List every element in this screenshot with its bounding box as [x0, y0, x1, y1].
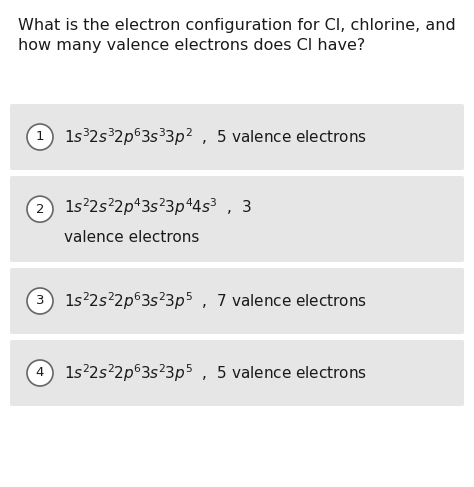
- FancyBboxPatch shape: [10, 340, 464, 406]
- Circle shape: [27, 288, 53, 314]
- Text: $1s^2\!\! \;2s^2\!\! \;2p^4\!\! \;3s^2\!\! \;3p^4\!\! \;4s^3$  ,  3: $1s^2\!\! \;2s^2\!\! \;2p^4\!\! \;3s^2\!…: [64, 196, 252, 218]
- Text: 2: 2: [36, 203, 44, 216]
- Text: $1s^2\!\! \;2s^2\!\! \;2p^6\!\! \;3s^2\!\! \;3p^5$  ,  5 valence electrons: $1s^2\!\! \;2s^2\!\! \;2p^6\!\! \;3s^2\!…: [64, 362, 367, 384]
- Circle shape: [27, 360, 53, 386]
- Circle shape: [27, 196, 53, 222]
- Text: 4: 4: [36, 367, 44, 379]
- Text: What is the electron configuration for Cl, chlorine, and: What is the electron configuration for C…: [18, 18, 456, 33]
- Text: $1s^3\!\! \;2s^3\!\! \;2p^6\!\! \;3s^3\!\! \;3p^2$  ,  5 valence electrons: $1s^3\!\! \;2s^3\!\! \;2p^6\!\! \;3s^3\!…: [64, 126, 367, 148]
- Circle shape: [27, 124, 53, 150]
- Text: 3: 3: [36, 295, 44, 307]
- Text: valence electrons: valence electrons: [64, 229, 200, 244]
- FancyBboxPatch shape: [10, 104, 464, 170]
- FancyBboxPatch shape: [10, 176, 464, 262]
- FancyBboxPatch shape: [10, 268, 464, 334]
- Text: how many valence electrons does Cl have?: how many valence electrons does Cl have?: [18, 38, 365, 53]
- Text: 1: 1: [36, 131, 44, 144]
- Text: $1s^2\!\! \;2s^2\!\! \;2p^6\!\! \;3s^2\!\! \;3p^5$  ,  7 valence electrons: $1s^2\!\! \;2s^2\!\! \;2p^6\!\! \;3s^2\!…: [64, 290, 367, 312]
